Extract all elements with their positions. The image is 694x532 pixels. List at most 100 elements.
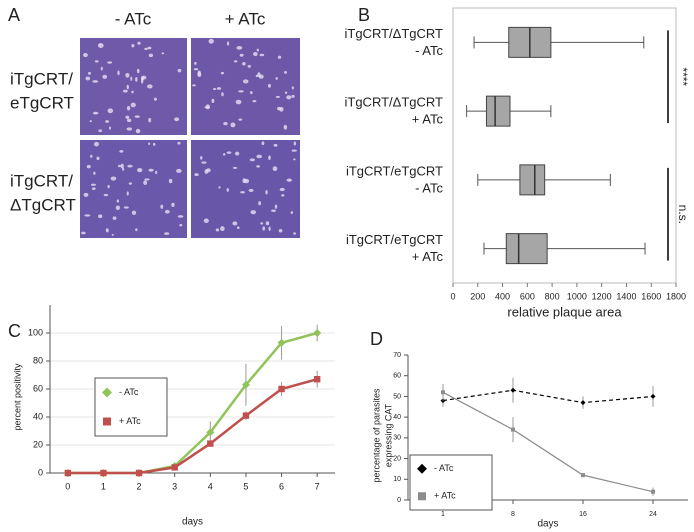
plaque-spot bbox=[220, 71, 225, 75]
significance-label: n.s. bbox=[676, 205, 690, 224]
plaque-spot bbox=[130, 76, 133, 81]
plaque-spot bbox=[262, 226, 266, 231]
plaque-spot bbox=[286, 95, 292, 100]
legend-box bbox=[409, 454, 493, 511]
plaque-spot bbox=[164, 209, 170, 214]
x-tick-label: 1 bbox=[101, 481, 106, 491]
y-tick-label: 40 bbox=[33, 411, 43, 421]
plaque-spot bbox=[250, 210, 257, 215]
plaque-spot bbox=[107, 61, 113, 64]
plaque-spot bbox=[265, 221, 270, 226]
plaque-spot bbox=[279, 106, 284, 112]
plaque-spot bbox=[88, 71, 91, 75]
plaque-spot bbox=[148, 53, 153, 58]
plaque-spot bbox=[268, 155, 271, 160]
plaque-spot bbox=[220, 226, 225, 232]
plaque-spot bbox=[107, 108, 114, 114]
plaque-spot bbox=[265, 190, 268, 195]
plaque-spot bbox=[271, 209, 276, 212]
plaque-spot bbox=[155, 170, 158, 175]
marker bbox=[510, 387, 516, 393]
plaque-spot bbox=[249, 158, 256, 162]
plaque-spot bbox=[179, 223, 183, 227]
marker bbox=[418, 492, 426, 501]
plaque-spot bbox=[252, 51, 258, 57]
plaque-spot bbox=[273, 143, 278, 147]
plaque-spot bbox=[259, 53, 265, 57]
marker bbox=[651, 489, 655, 494]
plaque-spot bbox=[161, 52, 165, 55]
plaque-spot bbox=[174, 117, 180, 122]
x-tick-label: 16 bbox=[579, 511, 587, 518]
plaque-spot bbox=[281, 194, 285, 197]
x-tick-label: 400 bbox=[495, 291, 510, 301]
plaque-spot bbox=[247, 65, 251, 68]
y-tick-label: 80 bbox=[33, 355, 43, 365]
marker bbox=[441, 390, 445, 395]
x-tick-label: 8 bbox=[511, 511, 515, 518]
plaque-spot bbox=[116, 199, 120, 203]
plaque-spot bbox=[278, 229, 283, 233]
marker bbox=[241, 380, 250, 389]
plaque-image bbox=[80, 140, 187, 238]
plaque-spot bbox=[102, 74, 108, 79]
plaque-spot bbox=[193, 68, 199, 71]
plaque-spot bbox=[122, 167, 125, 171]
y-tick-label: 60 bbox=[33, 383, 43, 393]
plaque-spot bbox=[168, 178, 173, 184]
plaque-spot bbox=[144, 178, 150, 181]
category-label: - ATc bbox=[415, 180, 443, 195]
plaque-spot bbox=[242, 79, 249, 84]
plaque-spot bbox=[272, 166, 278, 172]
plaque-image bbox=[191, 38, 300, 135]
marker bbox=[277, 338, 286, 347]
plaque-spot bbox=[268, 226, 271, 231]
plaque-spot bbox=[290, 211, 294, 215]
plaque-spot bbox=[94, 60, 99, 63]
panel-letter: B bbox=[358, 5, 370, 25]
plaque-spot bbox=[274, 204, 278, 209]
category-label: + ATc bbox=[412, 112, 444, 127]
plaque-spot bbox=[261, 141, 265, 146]
plaque-spot bbox=[293, 141, 297, 146]
plaque-spot bbox=[252, 100, 257, 103]
plaque-spot bbox=[119, 149, 124, 153]
plaque-spot bbox=[256, 48, 259, 52]
panel-letter: C bbox=[8, 321, 21, 341]
plaque-spot bbox=[135, 128, 141, 134]
plaque-spot bbox=[242, 178, 247, 184]
plaque-spot bbox=[171, 202, 175, 207]
marker bbox=[135, 469, 143, 477]
plaque-spot bbox=[218, 186, 221, 189]
x-tick-label: 2 bbox=[137, 481, 142, 491]
plaque-spot bbox=[128, 182, 133, 185]
plaque-spot bbox=[177, 215, 184, 218]
plaque-image bbox=[80, 38, 187, 135]
plaque-spot bbox=[147, 46, 152, 50]
x-tick-label: 4 bbox=[208, 481, 213, 491]
plaque-spot bbox=[135, 228, 138, 232]
plaque-spot bbox=[141, 75, 147, 80]
y-tick-label: 50 bbox=[393, 393, 401, 400]
plaque-spot bbox=[226, 188, 229, 192]
plaque-spot bbox=[85, 76, 91, 81]
plaque-spot bbox=[226, 151, 232, 154]
plaque-spot bbox=[248, 188, 254, 192]
plaque-spot bbox=[105, 228, 109, 233]
plaque-spot bbox=[221, 92, 224, 97]
x-tick-label: 600 bbox=[520, 291, 535, 301]
x-tick-label: 1200 bbox=[592, 291, 612, 301]
plaque-spot bbox=[226, 41, 230, 46]
marker bbox=[313, 329, 322, 337]
plaque-spot bbox=[98, 129, 103, 133]
x-tick-label: 5 bbox=[243, 481, 248, 491]
row-label: ΔTgCRT bbox=[10, 195, 76, 214]
x-tick-label: 7 bbox=[315, 481, 320, 491]
column-label: + ATc bbox=[225, 9, 266, 28]
plaque-spot bbox=[205, 104, 210, 110]
marker bbox=[511, 427, 515, 432]
marker bbox=[100, 469, 107, 477]
plaque-spot bbox=[208, 38, 214, 44]
box bbox=[519, 164, 546, 196]
plaque-spot bbox=[126, 127, 133, 131]
